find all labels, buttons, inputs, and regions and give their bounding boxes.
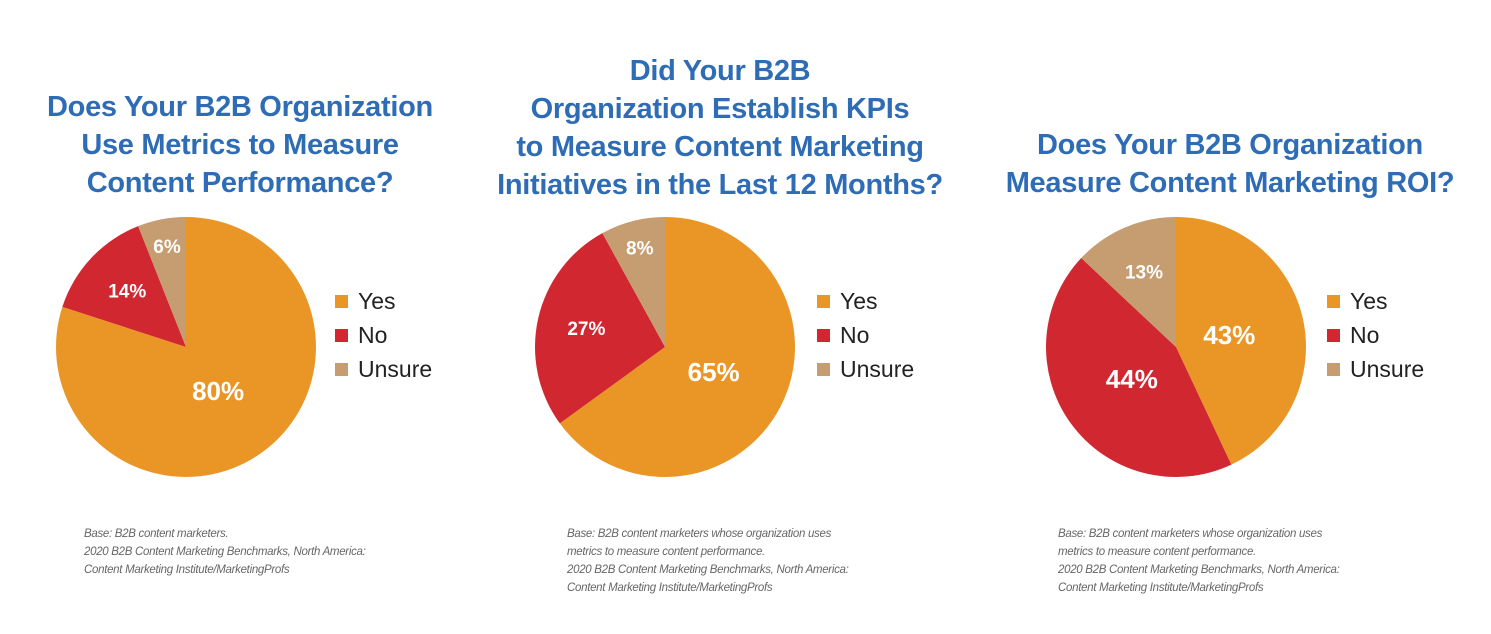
chart-title-line: Initiatives in the Last 12 Months? — [497, 169, 943, 201]
legend-item-no: No — [1327, 318, 1424, 352]
legend-swatch-yes — [817, 294, 830, 308]
chart-title-line: Does Your B2B Organization — [47, 91, 433, 123]
pie-data-label-yes: 43% — [1203, 320, 1255, 350]
pie-slice-unsure — [602, 217, 665, 347]
pie-slice-no — [535, 233, 665, 424]
legend-swatch-no — [817, 328, 830, 342]
legend-label: Yes — [1350, 287, 1388, 314]
legend-item-unsure: Unsure — [1327, 352, 1424, 386]
pie-slice-no — [62, 226, 186, 347]
pie-data-label-unsure: 6% — [153, 237, 181, 258]
legend-item-yes: Yes — [1327, 284, 1424, 318]
footnote-line: 2020 B2B Content Marketing Benchmarks, N… — [84, 546, 366, 558]
chart-footnote: Base: B2B content marketers. 2020 B2B Co… — [84, 525, 366, 579]
chart-legend: Yes No Unsure — [1327, 284, 1424, 386]
legend-label: No — [1350, 321, 1380, 348]
legend-swatch-yes — [1327, 294, 1340, 308]
footnote-line: metrics to measure content performance. — [567, 546, 765, 558]
legend-item-unsure: Unsure — [817, 352, 914, 386]
pie-data-label-unsure: 13% — [1125, 263, 1163, 284]
footnote-line: Content Marketing Institute/MarketingPro… — [1058, 582, 1264, 594]
pie-slice-yes — [559, 217, 795, 477]
chart-title-line: to Measure Content Marketing — [516, 131, 924, 163]
pie-chart: 80% 14% 6% — [55, 217, 317, 477]
legend-item-yes: Yes — [817, 284, 914, 318]
chart-legend: Yes No Unsure — [817, 284, 914, 386]
legend-item-no: No — [335, 318, 432, 352]
chart-title: Does Your B2B Organization Measure Conte… — [985, 126, 1475, 202]
pie-chart: 43% 44% 13% — [1046, 217, 1306, 477]
legend-label: Yes — [358, 287, 396, 314]
chart-title-line: Use Metrics to Measure — [81, 129, 399, 161]
chart-title-line: Did Your B2B — [629, 55, 811, 87]
legend-item-yes: Yes — [335, 284, 432, 318]
legend-label: Yes — [840, 287, 878, 314]
footnote-line: Base: B2B content marketers whose organi… — [567, 528, 832, 540]
pie-chart: 65% 27% 8% — [535, 217, 795, 477]
pie-slice-unsure — [1081, 217, 1176, 347]
footnote-line: metrics to measure content performance. — [1058, 546, 1256, 558]
pie-slice-yes — [55, 217, 317, 477]
pie-slice-yes — [1176, 217, 1306, 465]
pie-data-label-unsure: 8% — [626, 238, 654, 259]
legend-swatch-unsure — [335, 362, 348, 376]
pie-data-label-no: 14% — [108, 281, 146, 302]
footnote-line: Content Marketing Institute/MarketingPro… — [84, 564, 290, 576]
legend-label: Unsure — [1350, 355, 1425, 382]
legend-swatch-yes — [335, 294, 348, 308]
legend-label: No — [358, 321, 388, 348]
pie-data-label-no: 44% — [1106, 364, 1158, 394]
legend-swatch-unsure — [817, 362, 830, 376]
legend-item-no: No — [817, 318, 914, 352]
legend-label: Unsure — [840, 355, 915, 382]
footnote-line: 2020 B2B Content Marketing Benchmarks, N… — [1058, 564, 1340, 576]
chart-title-line: Measure Content Marketing ROI? — [1005, 167, 1455, 199]
footnote-line: Base: B2B content marketers whose organi… — [1058, 528, 1323, 540]
footnote-line: Content Marketing Institute/MarketingPro… — [567, 582, 773, 594]
chart-title-line: Does Your B2B Organization — [1037, 129, 1423, 161]
pie-data-label-no: 27% — [567, 319, 605, 340]
chart-title: Does Your B2B Organization Use Metrics t… — [30, 88, 450, 202]
legend-item-unsure: Unsure — [335, 352, 432, 386]
pie-data-label-yes: 65% — [688, 357, 740, 387]
pie-slice-no — [1046, 258, 1232, 477]
footnote-line: 2020 B2B Content Marketing Benchmarks, N… — [567, 564, 849, 576]
legend-swatch-no — [335, 328, 348, 342]
chart-title-line: Organization Establish KPIs — [530, 93, 910, 125]
pie-slice-unsure — [138, 217, 186, 347]
chart-title: Did Your B2B Organization Establish KPIs… — [470, 52, 970, 204]
chart-title-line: Content Performance? — [86, 167, 394, 199]
chart-footnote: Base: B2B content marketers whose organi… — [1058, 525, 1340, 597]
legend-swatch-no — [1327, 328, 1340, 342]
footnote-line: Base: B2B content marketers. — [84, 528, 229, 540]
pie-data-label-yes: 80% — [192, 376, 244, 406]
legend-swatch-unsure — [1327, 362, 1340, 376]
legend-label: No — [840, 321, 870, 348]
legend-label: Unsure — [358, 355, 433, 382]
chart-legend: Yes No Unsure — [335, 284, 432, 386]
chart-footnote: Base: B2B content marketers whose organi… — [567, 525, 849, 597]
